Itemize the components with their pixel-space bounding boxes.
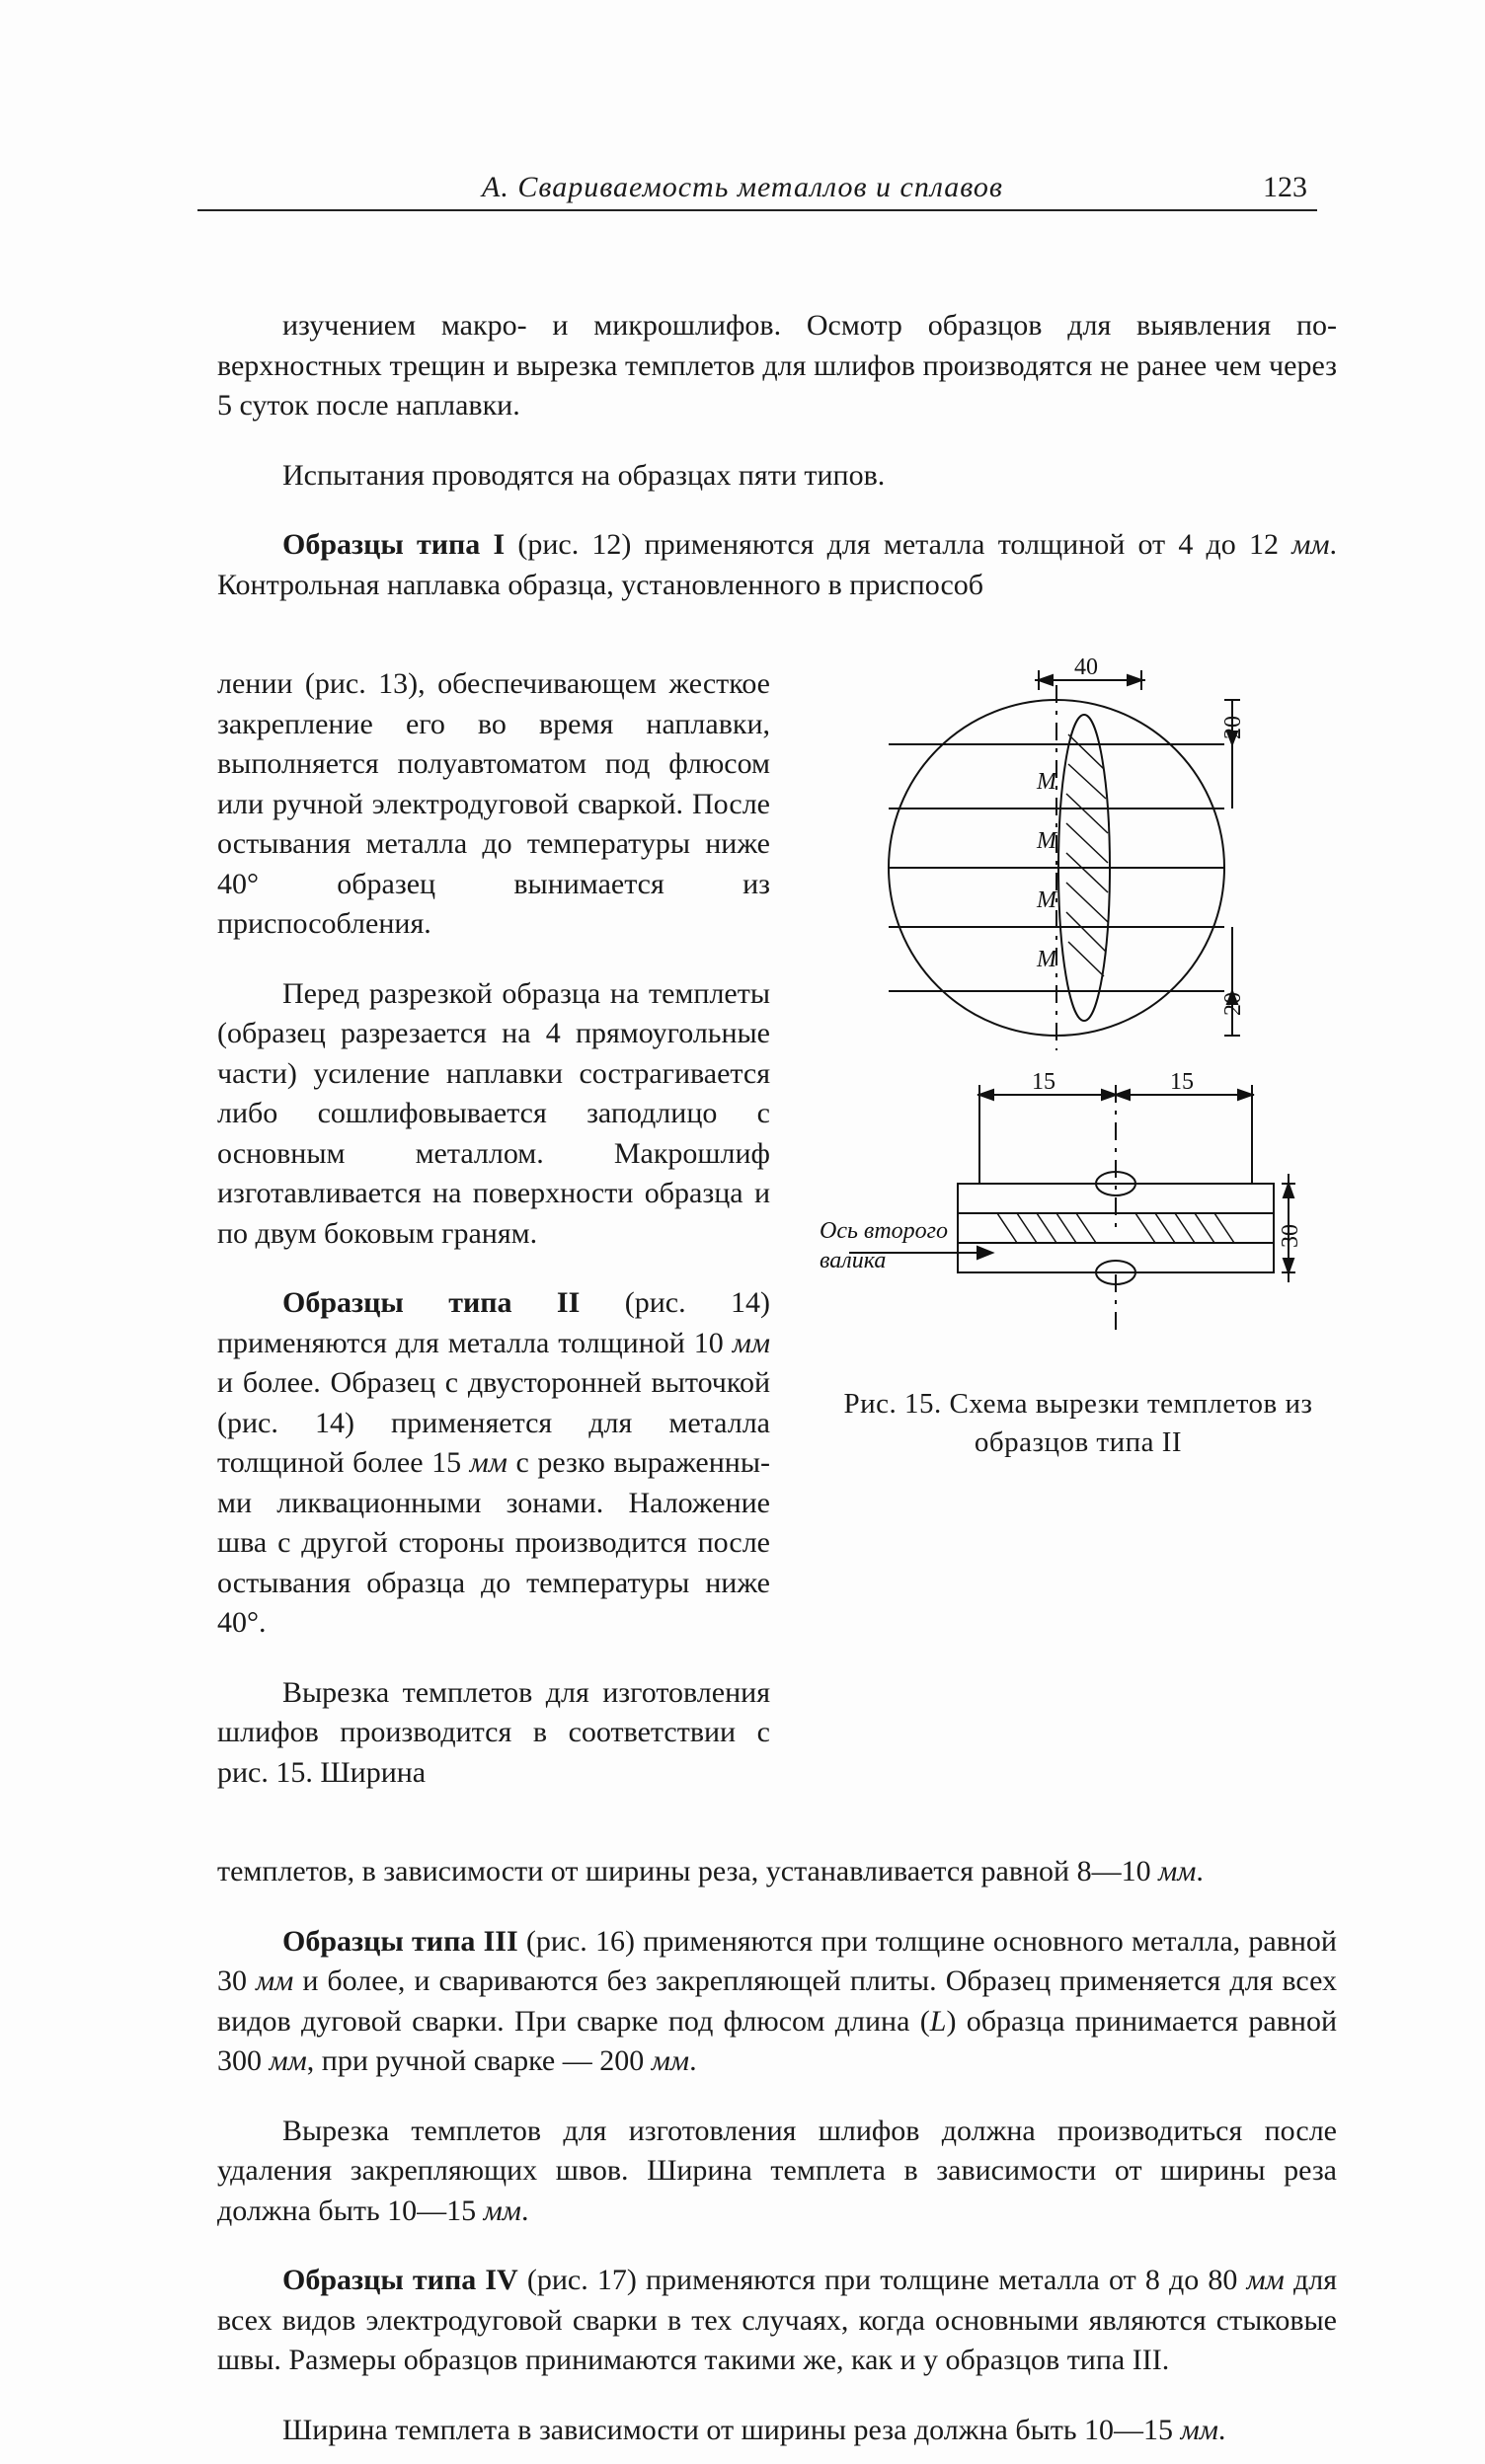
label-M: М: [1036, 828, 1058, 854]
axis-label: валика: [820, 1248, 886, 1273]
unit-mm: мм: [484, 2194, 521, 2227]
sample-type-heading: Образцы типа II: [282, 1286, 580, 1319]
paragraph: Испытания проводятся на образцах пяти ти…: [217, 456, 1337, 497]
unit-mm: мм: [652, 2044, 689, 2077]
label-M: М: [1036, 887, 1058, 913]
figure-top-diagram: 40 20 20 М М М М: [820, 641, 1274, 1065]
sample-type-heading: Образцы типа I: [282, 528, 505, 561]
dim-15: 15: [1032, 1069, 1055, 1095]
figure-block: 40 20 20 М М М М: [820, 641, 1337, 1462]
paragraph: темплетов, в зависимости от ширины реза,…: [217, 1852, 1337, 1892]
text: Ширина темплета в зависимости от ширины …: [282, 2414, 1181, 2446]
header-rule: [197, 209, 1317, 211]
var-L: L: [930, 2005, 947, 2038]
two-column-block: лении (рис. 13), обеспечивающем жесткое …: [217, 635, 1337, 1822]
unit-mm: мм: [256, 1964, 293, 1997]
paragraph: Образцы типа IV (рис. 17) применяются пр…: [217, 2261, 1337, 2381]
unit-mm: мм: [1291, 528, 1329, 561]
text: .: [1196, 1855, 1204, 1887]
paragraph: Вырезка темплетов для изготовления шлифо…: [217, 2112, 1337, 2232]
body-text: изучением макро- и микрошлифов. Осмотр о…: [217, 306, 1337, 2450]
sample-type-heading: Образцы типа III: [282, 1925, 518, 1958]
dim-30: 30: [1278, 1224, 1303, 1248]
paragraph: Вырезка темплетов для изго­товления шлиф…: [217, 1673, 770, 1794]
text: (рис. 12) применяются для металла толщин…: [505, 528, 1291, 561]
dim-15: 15: [1170, 1069, 1194, 1095]
page: А. Свариваемость металлов и сплавов 123 …: [0, 0, 1485, 2464]
figure-bottom-diagram: 15 15 30 Ось второго валика: [820, 1065, 1313, 1361]
unit-mm: мм: [733, 1327, 770, 1359]
unit-mm: мм: [1247, 2264, 1285, 2296]
sample-type-heading: Образцы типа IV: [282, 2264, 518, 2296]
text: (рис. 17) применяются при толщине металл…: [518, 2264, 1247, 2296]
text: Вырезка темплетов для изготовления шлифо…: [217, 2115, 1337, 2227]
unit-mm: мм: [470, 1446, 508, 1479]
paragraph: лении (рис. 13), обеспечивающем жесткое …: [217, 664, 770, 945]
paragraph: Образцы типа II (рис. 14) применяются дл…: [217, 1283, 770, 1644]
text: .: [521, 2194, 529, 2227]
paragraph: Перед разрезкой образца на темплеты (обр…: [217, 974, 770, 1255]
text: .: [1218, 2414, 1226, 2446]
paragraph: Образцы типа I (рис. 12) применяются для…: [217, 525, 1337, 605]
text: , при ручной сварке — 200: [307, 2044, 652, 2077]
unit-mm: мм: [1181, 2414, 1218, 2446]
dim-40: 40: [1074, 654, 1098, 680]
paragraph: Образцы типа III (рис. 16) применяются п…: [217, 1922, 1337, 2082]
left-text-column: лении (рис. 13), обеспечивающем жесткое …: [217, 635, 770, 1822]
text: .: [689, 2044, 697, 2077]
figure-caption: Рис. 15. Схема вырезки темпле­тов из обр…: [829, 1385, 1327, 1462]
text: темплетов, в зависимости от ширины реза,…: [217, 1855, 1158, 1887]
dim-20: 20: [1220, 716, 1246, 739]
label-M: М: [1036, 947, 1058, 972]
unit-mm: мм: [1158, 1855, 1196, 1887]
page-number: 123: [1263, 168, 1307, 208]
axis-label: Ось второго: [820, 1218, 948, 1244]
unit-mm: мм: [270, 2044, 307, 2077]
label-M: М: [1036, 769, 1058, 795]
dim-20: 20: [1220, 992, 1246, 1016]
paragraph: изучением макро- и микрошлифов. Осмотр о…: [217, 306, 1337, 426]
paragraph: Ширина темплета в зависимости от ширины …: [217, 2411, 1337, 2451]
